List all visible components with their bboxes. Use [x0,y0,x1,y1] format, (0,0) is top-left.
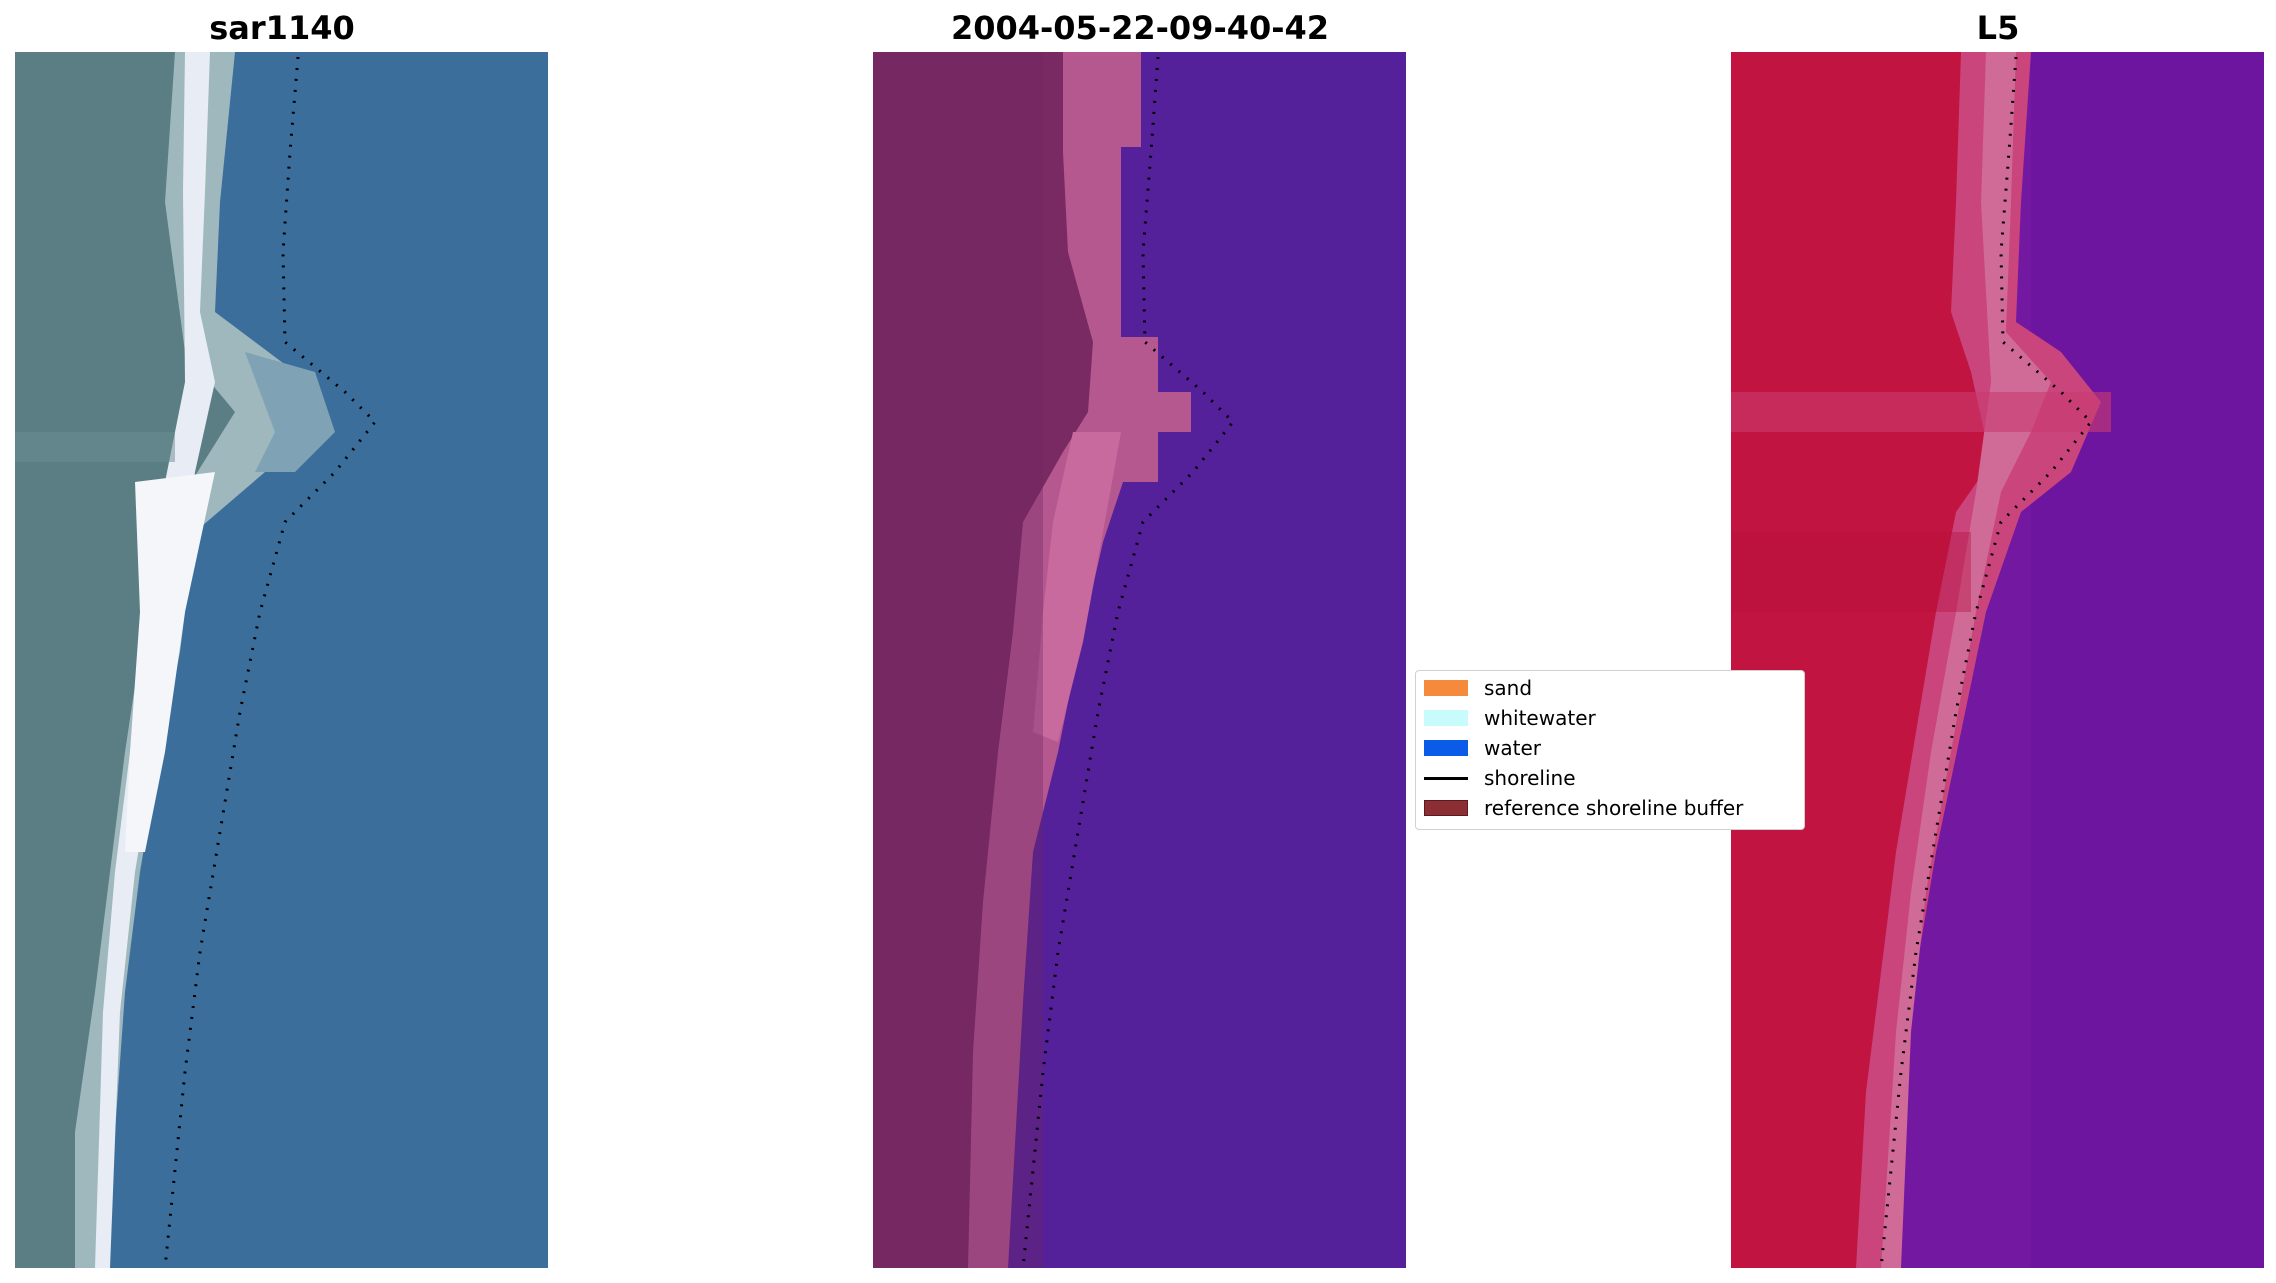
legend-item-shoreline: shoreline [1424,765,1576,791]
reference-buffer-swatch [1424,800,1468,816]
shoreline-path-rgb [163,56,378,1268]
legend-label-shoreline: shoreline [1484,766,1576,790]
legend: sand whitewater water shoreline referenc… [1415,670,1805,830]
panel-title-date: 2004-05-22-09-40-42 [950,9,1330,47]
shoreline-path-index [1879,56,2094,1268]
legend-label-whitewater: whitewater [1484,706,1596,730]
index-image-panel [1731,52,2264,1268]
legend-item-whitewater: whitewater [1424,705,1596,731]
legend-label-sand: sand [1484,676,1533,700]
rgb-image-panel [15,52,548,1268]
rgb-image [15,52,548,1268]
classified-image-panel [873,52,1406,1268]
panel-title-l5: L5 [1976,9,2020,47]
panel-title-sar1140: sar1140 [209,9,355,47]
sand-swatch [1424,680,1468,696]
shoreline-path-classified [1021,56,1236,1268]
shoreline-swatch [1424,776,1468,780]
legend-label-reference-buffer: reference shoreline buffer [1484,796,1744,820]
legend-label-water: water [1484,736,1541,760]
legend-item-water: water [1424,735,1541,761]
classified-image [873,52,1406,1268]
legend-item-reference-buffer: reference shoreline buffer [1424,795,1743,821]
whitewater-swatch [1424,710,1468,726]
legend-item-sand: sand [1424,675,1532,701]
water-swatch [1424,740,1468,756]
index-image [1731,52,2264,1268]
